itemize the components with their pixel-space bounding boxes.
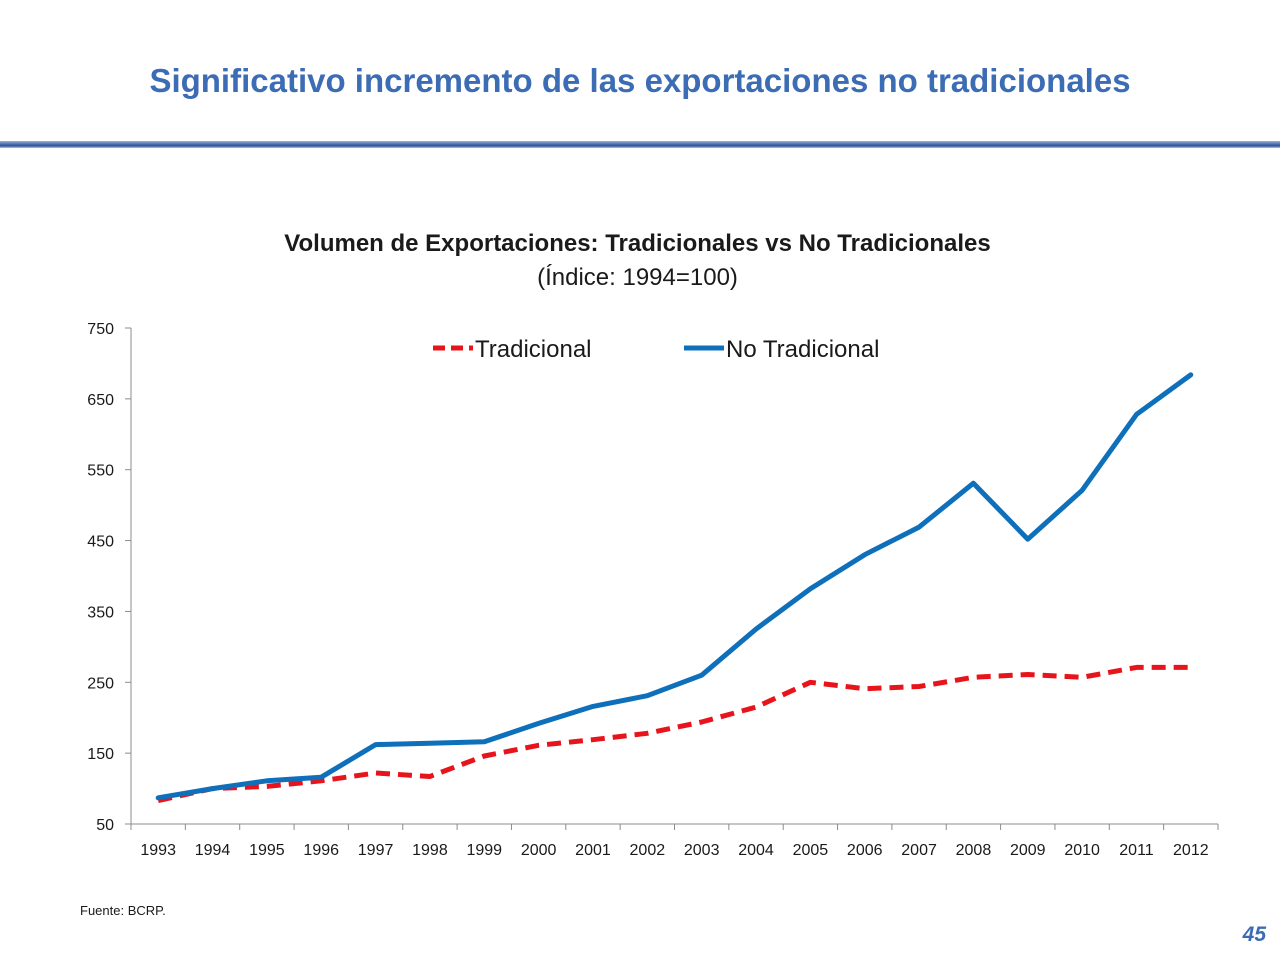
y-tick-label: 250	[87, 675, 114, 692]
chart-subtitle: (Índice: 1994=100)	[537, 264, 738, 291]
x-tick-label: 2005	[793, 842, 829, 859]
legend-label: Tradicional	[475, 336, 592, 363]
x-tick-label: 1999	[466, 842, 502, 859]
x-tick-label: 2010	[1064, 842, 1100, 859]
y-tick-label: 50	[96, 817, 114, 834]
series-line-no-tradicional	[155, 372, 1194, 801]
x-tick-label: 1993	[140, 842, 176, 859]
page-number: 45	[1242, 923, 1266, 946]
title-divider	[0, 141, 1280, 148]
x-tick-label: 1996	[303, 842, 339, 859]
x-tick-label: 2007	[901, 842, 937, 859]
y-tick-label: 650	[87, 392, 114, 409]
x-tick-label: 2009	[1010, 842, 1046, 859]
x-tick-label: 1997	[358, 842, 394, 859]
source-note: Fuente: BCRP.	[80, 903, 166, 918]
y-tick-label: 550	[87, 463, 114, 480]
y-tick-label: 150	[87, 746, 114, 763]
x-tick-label: 2012	[1173, 842, 1209, 859]
chart-title: Volumen de Exportaciones: Tradicionales …	[284, 230, 991, 257]
legend-label: No Tradicional	[726, 336, 879, 363]
slide-title: Significativo incremento de las exportac…	[149, 62, 1131, 99]
y-tick-label: 350	[87, 604, 114, 621]
x-tick-label: 2004	[738, 842, 774, 859]
x-tick-label: 2000	[521, 842, 557, 859]
x-tick-label: 2011	[1119, 842, 1154, 859]
x-tick-label: 1995	[249, 842, 285, 859]
x-tick-label: 2001	[575, 842, 611, 859]
x-tick-label: 2006	[847, 842, 883, 859]
y-tick-label: 450	[87, 534, 114, 551]
x-tick-label: 2008	[956, 842, 992, 859]
x-tick-label: 1998	[412, 842, 448, 859]
x-tick-label: 2002	[630, 842, 666, 859]
x-tick-label: 1994	[195, 842, 231, 859]
y-tick-label: 750	[87, 321, 114, 338]
x-tick-label: 2003	[684, 842, 720, 859]
